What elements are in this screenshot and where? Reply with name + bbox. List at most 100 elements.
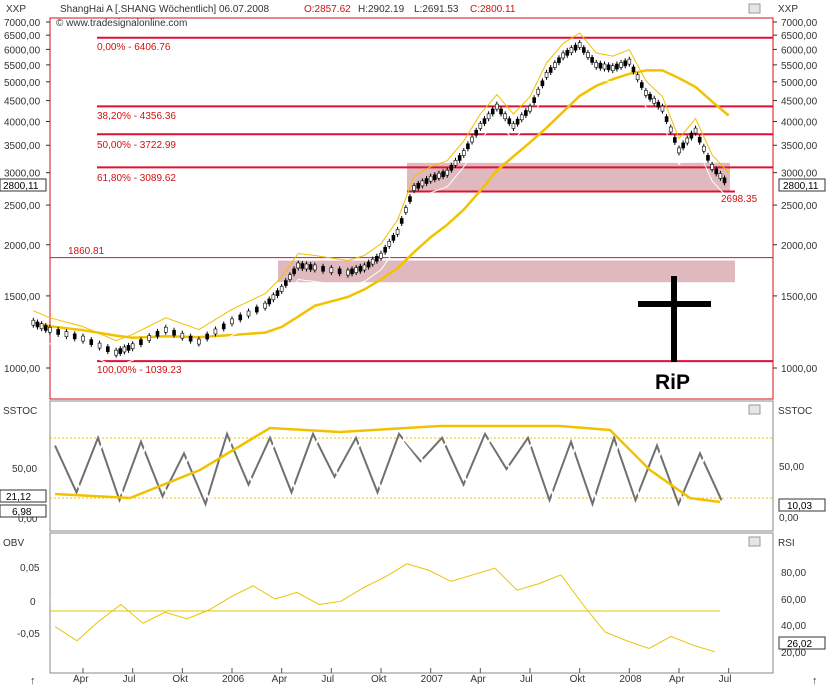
price-candle-body — [64, 331, 69, 337]
price-candle-body — [499, 108, 503, 115]
price-candle-body — [354, 267, 358, 273]
price-candle-body — [147, 335, 152, 341]
price-candle-body — [362, 264, 367, 271]
x-axis-label: 2008 — [619, 674, 642, 685]
moving-average-line — [33, 69, 730, 339]
price-candle-body — [602, 63, 607, 70]
price-tick-right: 1000,00 — [781, 364, 818, 375]
price-candle-body — [598, 62, 603, 69]
price-candle-body — [238, 314, 243, 321]
price-candle-body — [702, 145, 706, 152]
obv-left-tick-neg005: -0,05 — [17, 629, 40, 640]
right-symbol: XXP — [778, 4, 798, 15]
price-candle-body — [519, 114, 524, 121]
price-candle-body — [557, 57, 561, 64]
scroll-up-right-icon[interactable]: ↑ — [812, 675, 818, 687]
price-candle-body — [594, 62, 599, 68]
price-candle-body — [652, 97, 656, 104]
price-candle-body — [296, 262, 301, 269]
obv-panel[interactable] — [49, 532, 774, 674]
price-candle-body — [197, 338, 201, 345]
price-candle-body — [72, 333, 77, 340]
price-candle-body — [635, 74, 640, 81]
price-candle-body — [39, 323, 44, 330]
stoch-right-tick-50: 50,00 — [779, 462, 804, 473]
right-price-badge-text: 2800,11 — [783, 181, 819, 192]
price-candle-body — [524, 110, 528, 116]
price-candle-body — [660, 105, 665, 112]
x-axis-label: 2006 — [222, 674, 245, 685]
price-candle-body — [56, 329, 60, 335]
price-tick-left: 6500,00 — [4, 31, 41, 42]
price-candle-body — [275, 290, 280, 296]
price-tick-right: 2000,00 — [781, 241, 818, 252]
price-candle-body — [300, 263, 305, 269]
price-tick-left: 6000,00 — [4, 45, 41, 56]
price-candle-body — [366, 261, 371, 268]
price-candle-body — [474, 129, 478, 136]
price-candle-body — [677, 147, 681, 154]
stoch-menu-button[interactable] — [748, 404, 761, 415]
price-tick-right: 5000,00 — [781, 78, 818, 89]
price-candle-body — [221, 323, 226, 330]
price-candle-body — [375, 255, 379, 262]
price-candle-body — [188, 335, 193, 342]
price-candle-body — [631, 66, 636, 73]
rsi-tick-80: 80,00 — [781, 568, 806, 579]
price-candle-body — [577, 42, 582, 48]
x-axis-label: Jul — [321, 674, 334, 685]
price-candle-body — [420, 180, 425, 187]
price-candle-body — [391, 235, 396, 241]
obv-menu-button[interactable] — [748, 536, 761, 547]
price-candle-body — [329, 267, 334, 273]
rsi-badge — [778, 636, 826, 650]
price-candle-body — [573, 44, 578, 51]
stoch-right-tick-0: 0,00 — [779, 513, 799, 524]
scroll-up-left-icon[interactable]: ↑ — [30, 675, 36, 687]
price-candle-body — [565, 50, 570, 56]
price-candle-body — [606, 64, 611, 71]
x-axis-label: Apr — [73, 674, 89, 685]
price-candle-body — [615, 63, 619, 70]
x-axis-label: Jul — [520, 674, 533, 685]
x-axis-label: Okt — [371, 674, 387, 685]
price-tick-right: 4000,00 — [781, 118, 818, 129]
price-candle-body — [490, 108, 495, 115]
price-candle-body — [536, 88, 541, 95]
x-axis-label: Okt — [172, 674, 188, 685]
price-candle-body — [656, 101, 661, 108]
price-tick-left: 3000,00 — [4, 169, 41, 180]
price-tick-left: 3500,00 — [4, 141, 41, 152]
price-candle-body — [358, 265, 363, 272]
stoch-panel[interactable] — [49, 400, 774, 532]
stoch-k-line — [54, 430, 723, 508]
price-tick-right: 5500,00 — [781, 61, 818, 72]
price-candle-body — [43, 325, 48, 331]
stoch-badge-2 — [0, 504, 47, 518]
price-candle-body — [428, 175, 433, 182]
low-label: 2698.35 — [721, 194, 758, 205]
stoch-slow-line — [54, 424, 721, 504]
price-tick-left: 2000,00 — [4, 241, 41, 252]
price-candle-body — [31, 319, 36, 326]
ohlc-high: H:2902.19 — [358, 4, 405, 15]
price-tick-left: 4000,00 — [4, 118, 41, 129]
price-candle-body — [619, 62, 623, 68]
price-candle-body — [511, 123, 516, 129]
price-candle-body — [441, 171, 445, 177]
price-candle-body — [271, 294, 276, 301]
price-candle-body — [312, 264, 317, 271]
price-candle-body — [424, 178, 429, 184]
rip-text: RiP — [655, 371, 690, 394]
fib-label-382: 38,20% - 4356.36 — [97, 111, 176, 122]
chart-menu-button[interactable] — [748, 3, 761, 14]
price-candle-body — [180, 332, 185, 339]
price-candle-body — [470, 136, 474, 143]
price-candle-body — [648, 93, 652, 100]
price-candle-body — [126, 345, 131, 351]
price-candle-body — [697, 136, 702, 143]
x-axis-label: Apr — [272, 674, 288, 685]
price-candle-body — [122, 346, 127, 353]
chart-title: ShangHai A [.SHANG Wöchentlich] 06.07.20… — [60, 4, 269, 15]
price-candle-body — [586, 52, 590, 58]
